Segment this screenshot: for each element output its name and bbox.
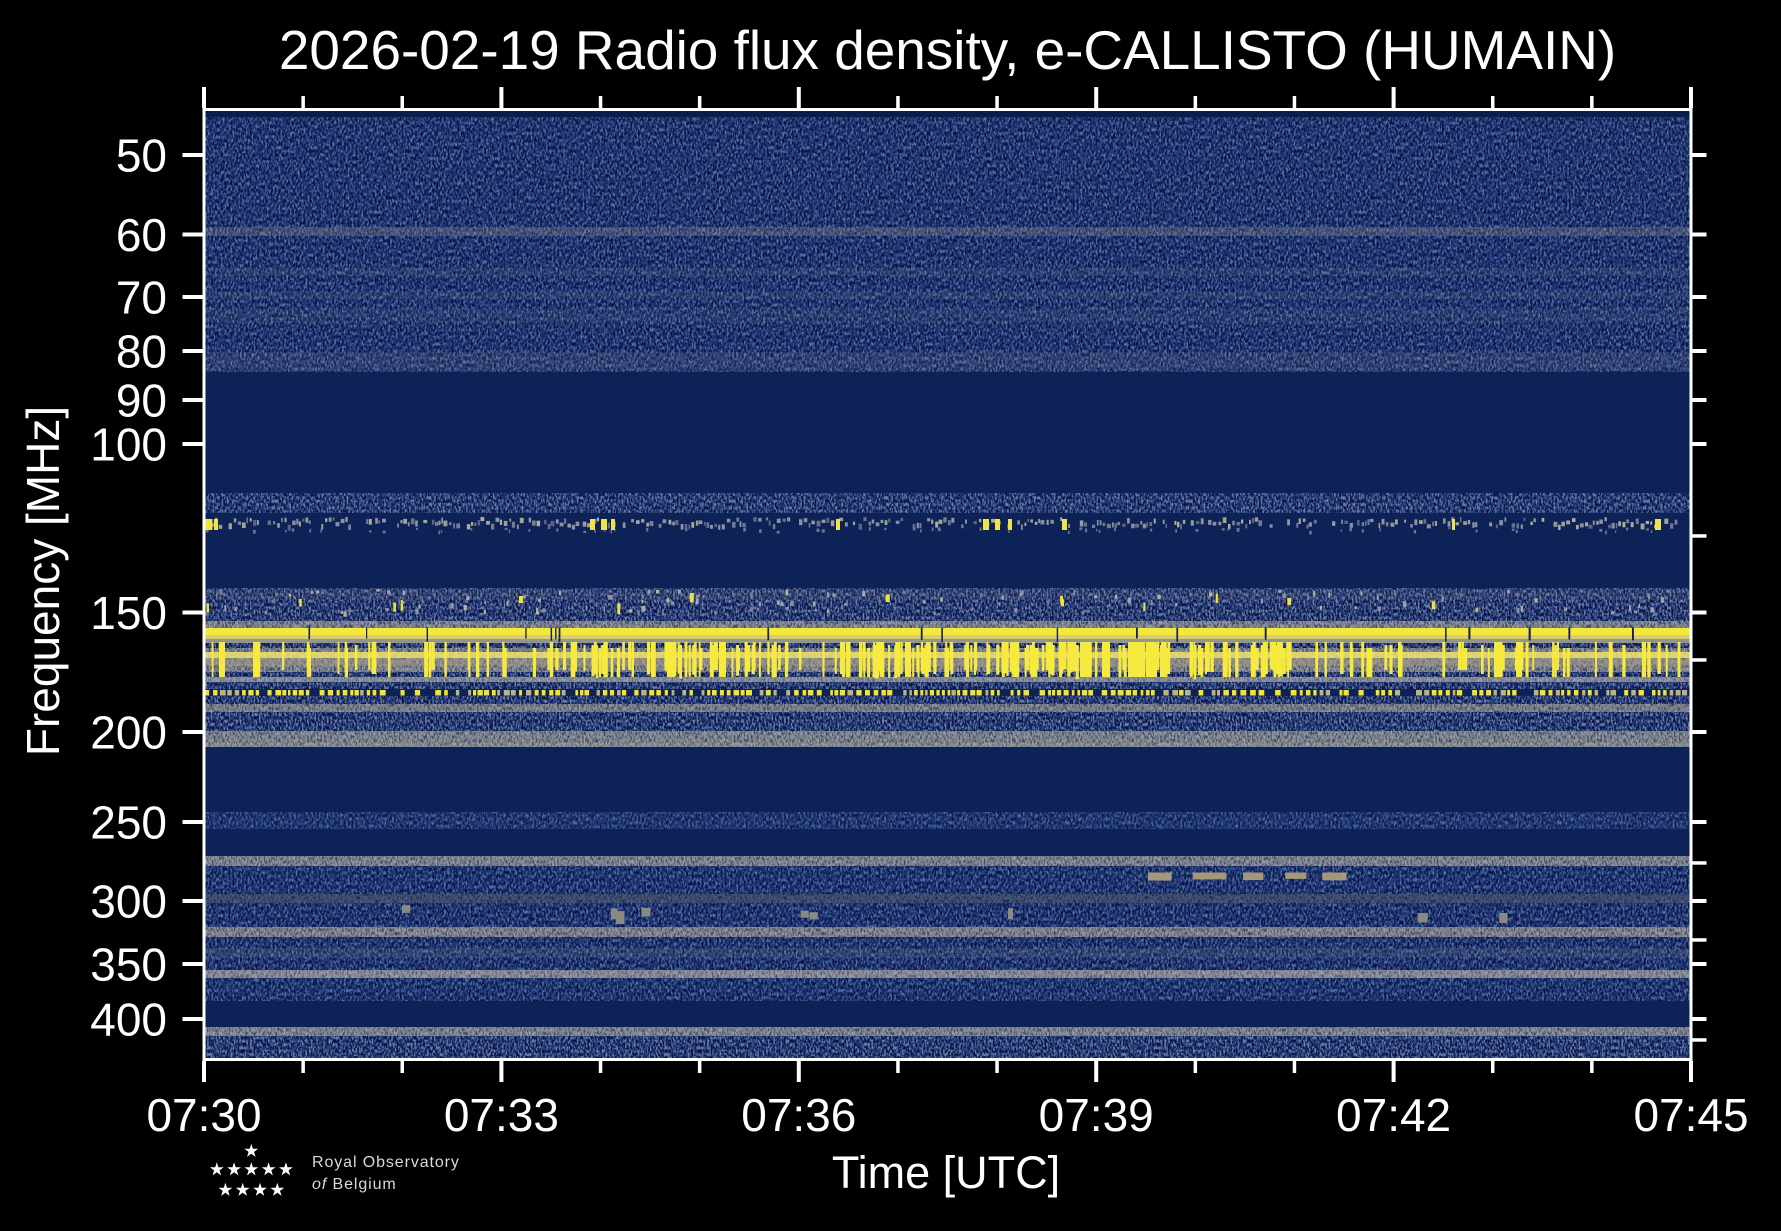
svg-text:Royal Observatory: Royal Observatory	[312, 1154, 460, 1171]
svg-text:200: 200	[90, 707, 167, 759]
svg-text:90: 90	[116, 375, 167, 427]
svg-text:of Belgium: of Belgium	[312, 1176, 397, 1193]
svg-text:Time [UTC]: Time [UTC]	[832, 1147, 1060, 1198]
svg-text:70: 70	[116, 272, 167, 324]
svg-text:150: 150	[90, 587, 167, 639]
svg-text:07:45: 07:45	[1633, 1089, 1748, 1141]
svg-text:300: 300	[90, 876, 167, 928]
svg-text:50: 50	[116, 130, 167, 182]
svg-text:Frequency [MHz]: Frequency [MHz]	[17, 406, 69, 756]
svg-text:60: 60	[116, 209, 167, 261]
svg-text:80: 80	[116, 326, 167, 378]
svg-text:07:30: 07:30	[146, 1089, 261, 1141]
svg-text:07:39: 07:39	[1039, 1089, 1154, 1141]
svg-text:400: 400	[90, 994, 167, 1046]
svg-text:07:42: 07:42	[1336, 1089, 1451, 1141]
svg-text:350: 350	[90, 939, 167, 991]
svg-text:07:33: 07:33	[444, 1089, 559, 1141]
svg-text:250: 250	[90, 797, 167, 849]
svg-text:100: 100	[90, 419, 167, 471]
svg-text:07:36: 07:36	[741, 1089, 856, 1141]
svg-text:2026-02-19 Radio flux density,: 2026-02-19 Radio flux density, e-CALLIST…	[279, 19, 1616, 81]
